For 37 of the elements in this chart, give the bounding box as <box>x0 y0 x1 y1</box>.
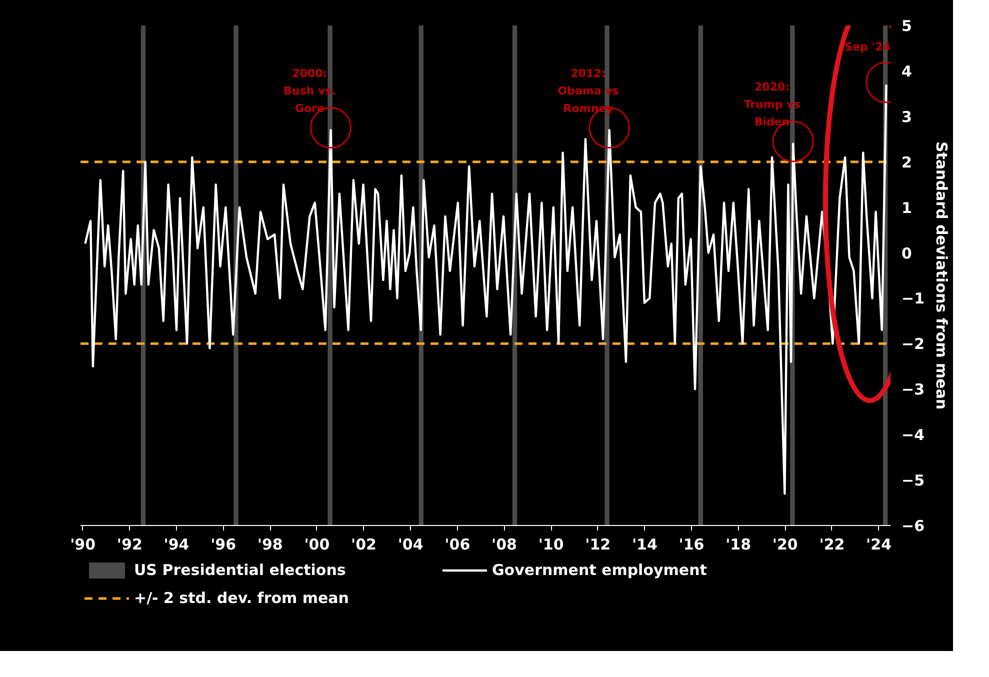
x-tick-label: '14 <box>632 536 658 554</box>
y-tick-label: −4 <box>902 426 925 444</box>
x-tick-label: '96 <box>210 536 236 554</box>
x-tick-label: '24 <box>866 536 892 554</box>
x-tick-label: '90 <box>70 536 96 554</box>
x-tick-label: '06 <box>444 536 470 554</box>
legend-label: US Presidential elections <box>134 561 347 579</box>
annotation: 2020: Trump vs Biden <box>744 80 801 129</box>
annotation: Sep '24 <box>844 40 891 54</box>
x-tick-label: '04 <box>398 536 424 554</box>
y-tick-label: −1 <box>902 290 925 308</box>
x-tick-label: '00 <box>304 536 330 554</box>
y-tick-label: −5 <box>902 472 925 490</box>
x-tick-label: '08 <box>491 536 517 554</box>
x-tick-label: '94 <box>164 536 190 554</box>
y-tick-label: 4 <box>902 62 912 80</box>
y-tick-label: 2 <box>902 153 912 172</box>
y-tick-label: −6 <box>902 517 925 535</box>
y-tick-label: 5 <box>902 17 912 35</box>
x-tick-label: '16 <box>678 536 704 554</box>
x-tick-label: '92 <box>116 536 142 554</box>
legend-label: +/- 2 std. dev. from mean <box>134 589 350 607</box>
x-tick-label: '12 <box>585 536 611 554</box>
y-tick-label: −3 <box>902 380 925 399</box>
y-tick-label: −2 <box>902 335 925 354</box>
x-tick-label: '98 <box>257 536 283 554</box>
x-tick-label: '10 <box>538 536 564 554</box>
y-tick-label: 1 <box>902 198 912 217</box>
x-tick-label: '22 <box>819 536 845 554</box>
legend-label: Government employment <box>492 561 708 579</box>
annotation: 2000: Bush vs. Gore <box>284 66 336 115</box>
y-axis-title: Standard deviations from mean <box>932 141 951 410</box>
y-tick-label: 0 <box>902 244 912 262</box>
x-tick-label: '18 <box>726 536 752 554</box>
x-tick-label: '20 <box>772 536 798 554</box>
x-tick-label: '02 <box>351 536 376 554</box>
y-tick-label: 3 <box>902 108 912 126</box>
